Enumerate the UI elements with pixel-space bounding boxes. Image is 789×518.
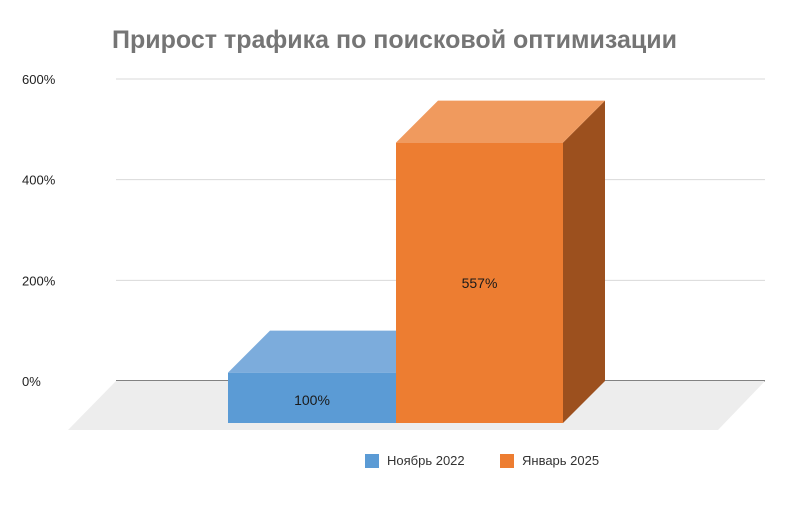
bar-side-face [563,100,605,423]
y-tick-label: 600% [22,72,56,87]
data-label: 557% [462,275,498,291]
y-tick-label: 400% [22,173,56,188]
bar-front-face [228,372,396,423]
legend-label: Январь 2025 [522,453,600,468]
bar-front-face [396,142,563,424]
legend-item-nov-2022[interactable]: Ноябрь 2022 [365,453,465,468]
bar-nov-2022 [228,330,438,423]
y-axis-ticks: 0% 200% 400% 600% [22,72,56,389]
y-tick-label: 0% [22,374,41,389]
chart-title: Прирост трафика по поисковой оптимизации [112,26,677,54]
data-label: 100% [294,392,330,408]
legend: Ноябрь 2022 Январь 2025 [0,453,789,473]
data-labels: 100% 557% [294,275,497,408]
legend-swatch-orange [500,453,514,468]
bar-jan-2025 [396,100,605,424]
bar-top-face [396,100,605,143]
legend-label: Ноябрь 2022 [387,453,465,468]
bars [228,100,605,424]
bar-top-face [228,330,438,373]
legend-swatch-blue [365,453,379,468]
legend-item-jan-2025[interactable]: Январь 2025 [500,453,599,468]
y-tick-label: 200% [22,273,56,288]
